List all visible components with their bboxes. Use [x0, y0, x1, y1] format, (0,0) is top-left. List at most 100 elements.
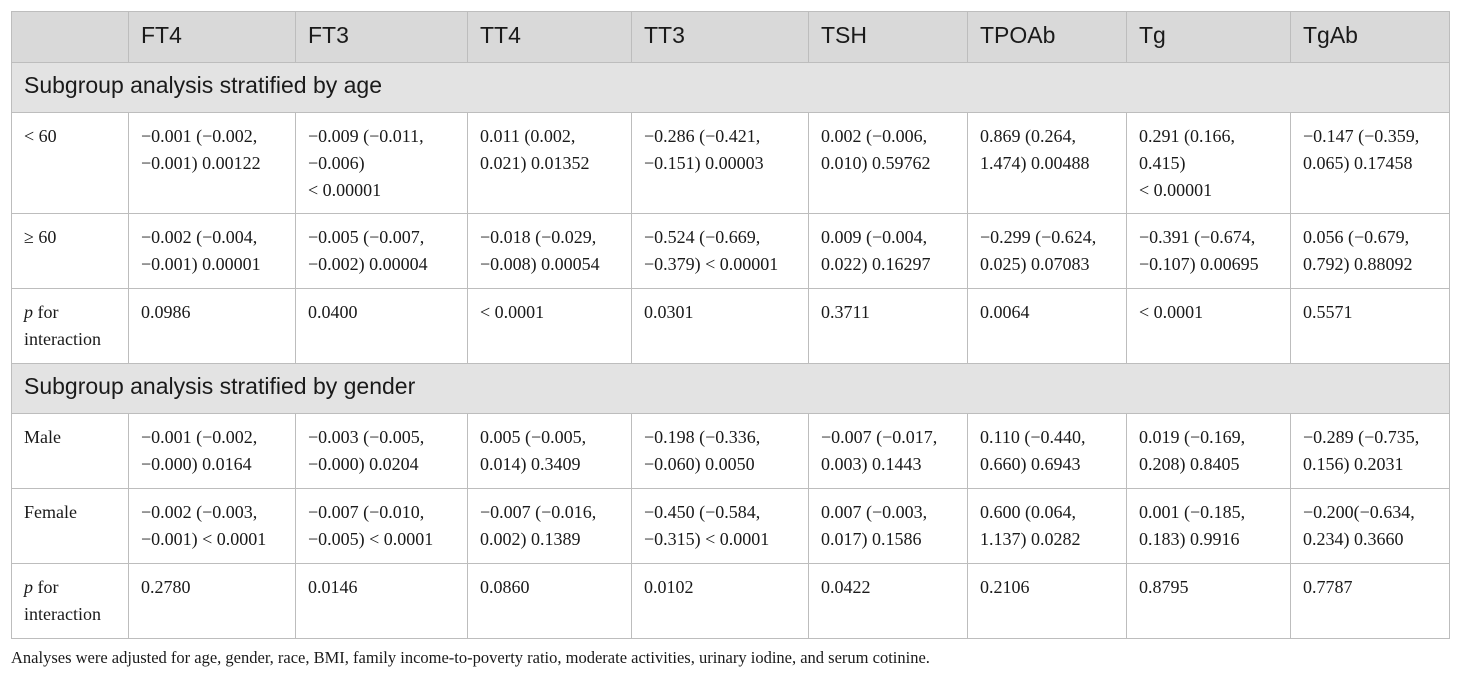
row-label-text: for: [33, 577, 59, 597]
cell-line: 0.014) 0.3409: [480, 454, 581, 474]
cell-line: −0.198 (−0.336,: [644, 427, 761, 447]
table-cell: −0.002 (−0.004, −0.001) 0.00001: [128, 213, 296, 289]
cell-line: −0.299 (−0.624,: [980, 227, 1097, 247]
table-cell: 0.0400: [295, 288, 468, 364]
table-row: p for interaction 0.0986 0.0400 < 0.0001 0.03…: [11, 288, 1450, 364]
cell-line: 0.792) 0.88092: [1303, 254, 1413, 274]
cell-line: −0.005 (−0.007,: [308, 227, 425, 247]
cell-line: −0.018 (−0.029,: [480, 227, 597, 247]
section-header-row: Subgroup analysis stratified by age: [11, 62, 1450, 113]
header-row: FT4 FT3 TT4 TT3 TSH TPOAb Tg TgAb: [11, 11, 1450, 63]
cell-line: 0.0146: [308, 577, 358, 597]
cell-line: −0.289 (−0.735,: [1303, 427, 1420, 447]
header-cell-tg: Tg: [1126, 11, 1291, 63]
row-label: Female: [11, 488, 129, 564]
table-cell: 0.0102: [631, 563, 809, 639]
cell-line: 0.5571: [1303, 302, 1353, 322]
table-row: Female −0.002 (−0.003, −0.001) < 0.0001 −0.…: [11, 488, 1450, 564]
cell-line: 0.003) 0.1443: [821, 454, 922, 474]
table-cell: 0.600 (0.064, 1.137) 0.0282: [967, 488, 1127, 564]
table-cell: −0.018 (−0.029, −0.008) 0.00054: [467, 213, 632, 289]
table-cell: 0.007 (−0.003, 0.017) 0.1586: [808, 488, 968, 564]
cell-line: 0.3711: [821, 302, 870, 322]
header-cell-tsh: TSH: [808, 11, 968, 63]
table-cell: 0.3711: [808, 288, 968, 364]
cell-line: 1.474) 0.00488: [980, 153, 1090, 173]
table-row: < 60 −0.001 (−0.002, −0.001) 0.00122 −0.009…: [11, 112, 1450, 214]
cell-line: 0.415): [1139, 153, 1186, 173]
table-cell: −0.003 (−0.005, −0.000) 0.0204: [295, 413, 468, 489]
cell-line: −0.002) 0.00004: [308, 254, 428, 274]
table-cell: 0.5571: [1290, 288, 1450, 364]
subgroup-results-table: FT4 FT3 TT4 TT3 TSH TPOAb Tg TgAb Subgro…: [11, 11, 1450, 639]
table-cell: −0.007 (−0.010, −0.005) < 0.0001: [295, 488, 468, 564]
table-cell: 0.056 (−0.679, 0.792) 0.88092: [1290, 213, 1450, 289]
cell-line: −0.002 (−0.003,: [141, 502, 258, 522]
cell-line: 0.869 (0.264,: [980, 126, 1076, 146]
header-cell-ft3: FT3: [295, 11, 468, 63]
cell-line: 1.137) 0.0282: [980, 529, 1081, 549]
cell-line: 0.010) 0.59762: [821, 153, 931, 173]
section-title: Subgroup analysis stratified by gender: [11, 363, 1450, 414]
table-cell: −0.289 (−0.735, 0.156) 0.2031: [1290, 413, 1450, 489]
cell-line: 0.0064: [980, 302, 1030, 322]
table-cell: −0.009 (−0.011, −0.006) < 0.00001: [295, 112, 468, 214]
table-row: Male −0.001 (−0.002, −0.000) 0.0164 −0.003 …: [11, 413, 1450, 489]
cell-line: 0.065) 0.17458: [1303, 153, 1413, 173]
cell-line: 0.022) 0.16297: [821, 254, 931, 274]
table-cell: −0.001 (−0.002, −0.001) 0.00122: [128, 112, 296, 214]
cell-line: < 0.00001: [308, 180, 382, 200]
cell-line: 0.025) 0.07083: [980, 254, 1090, 274]
table-cell: 0.019 (−0.169, 0.208) 0.8405: [1126, 413, 1291, 489]
table-cell: 0.0860: [467, 563, 632, 639]
cell-line: 0.2106: [980, 577, 1030, 597]
cell-line: −0.003 (−0.005,: [308, 427, 425, 447]
cell-line: 0.156) 0.2031: [1303, 454, 1404, 474]
table-cell: 0.2780: [128, 563, 296, 639]
table-footnote: Analyses were adjusted for age, gender, …: [11, 648, 930, 667]
table-cell: −0.200(−0.634, 0.234) 0.3660: [1290, 488, 1450, 564]
cell-line: 0.0102: [644, 577, 694, 597]
table-cell: 0.291 (0.166, 0.415) < 0.00001: [1126, 112, 1291, 214]
cell-line: −0.391 (−0.674,: [1139, 227, 1256, 247]
cell-line: 0.0400: [308, 302, 358, 322]
results-table-container: FT4 FT3 TT4 TT3 TSH TPOAb Tg TgAb Subgro…: [11, 11, 1450, 639]
table-cell: 0.009 (−0.004, 0.022) 0.16297: [808, 213, 968, 289]
p-symbol: p: [24, 577, 33, 597]
cell-line: 0.001 (−0.185,: [1139, 502, 1246, 522]
cell-line: −0.001 (−0.002,: [141, 427, 258, 447]
cell-line: −0.151) 0.00003: [644, 153, 764, 173]
cell-line: −0.200(−0.634,: [1303, 502, 1415, 522]
cell-line: 0.660) 0.6943: [980, 454, 1081, 474]
table-cell: −0.007 (−0.017, 0.003) 0.1443: [808, 413, 968, 489]
cell-line: 0.019 (−0.169,: [1139, 427, 1246, 447]
table-cell: 0.005 (−0.005, 0.014) 0.3409: [467, 413, 632, 489]
cell-line: −0.007 (−0.017,: [821, 427, 938, 447]
table-cell: 0.2106: [967, 563, 1127, 639]
cell-line: −0.007 (−0.016,: [480, 502, 597, 522]
row-label: ≥ 60: [11, 213, 129, 289]
cell-line: < 0.0001: [480, 302, 545, 322]
table-cell: 0.001 (−0.185, 0.183) 0.9916: [1126, 488, 1291, 564]
cell-line: −0.450 (−0.584,: [644, 502, 761, 522]
cell-line: −0.107) 0.00695: [1139, 254, 1259, 274]
cell-line: −0.005) < 0.0001: [308, 529, 434, 549]
header-cell-tt4: TT4: [467, 11, 632, 63]
table-cell: −0.299 (−0.624, 0.025) 0.07083: [967, 213, 1127, 289]
cell-line: 0.234) 0.3660: [1303, 529, 1404, 549]
table-cell: 0.0422: [808, 563, 968, 639]
cell-line: −0.001) 0.00122: [141, 153, 261, 173]
table-cell: 0.0146: [295, 563, 468, 639]
cell-line: 0.8795: [1139, 577, 1189, 597]
table-cell: −0.001 (−0.002, −0.000) 0.0164: [128, 413, 296, 489]
cell-line: −0.147 (−0.359,: [1303, 126, 1420, 146]
row-label: < 60: [11, 112, 129, 214]
table-cell: 0.0064: [967, 288, 1127, 364]
table-cell: −0.005 (−0.007, −0.002) 0.00004: [295, 213, 468, 289]
cell-line: −0.060) 0.0050: [644, 454, 755, 474]
cell-line: −0.006): [308, 153, 365, 173]
table-cell: 0.869 (0.264, 1.474) 0.00488: [967, 112, 1127, 214]
cell-line: 0.600 (0.064,: [980, 502, 1076, 522]
cell-line: 0.208) 0.8405: [1139, 454, 1240, 474]
section-title: Subgroup analysis stratified by age: [11, 62, 1450, 113]
